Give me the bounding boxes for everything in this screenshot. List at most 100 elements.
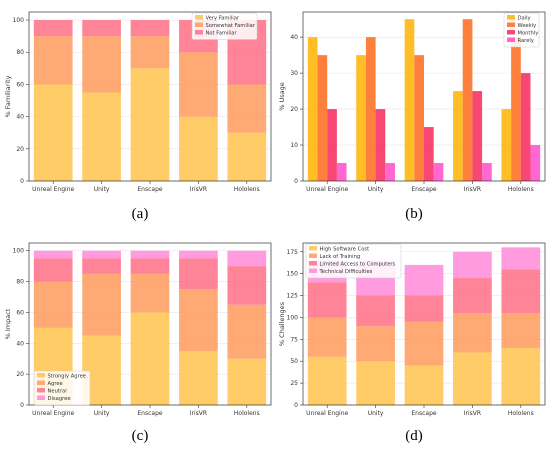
chart-panel-a: 0 20 40 60 80 100 Unreal Engine Unity Enscape Iri…	[4, 11, 272, 222]
bar	[520, 73, 531, 181]
bar-segment	[453, 251, 492, 279]
y-axis-label: % Impact	[4, 308, 12, 339]
x-tick-label: IrisVR	[190, 186, 207, 193]
bar-segment	[82, 250, 121, 259]
y-tick-label: 40	[16, 340, 24, 347]
y-tick-label: 60	[16, 309, 24, 316]
bar-segment	[356, 361, 395, 405]
bar	[375, 109, 386, 181]
x-tick-label: Enscape	[411, 186, 437, 193]
bar-segment	[501, 313, 541, 349]
bar-segment	[130, 68, 170, 181]
bar	[501, 109, 512, 181]
legend-label: Technical Difficulties	[319, 269, 373, 275]
legend-label: Strongly Agree	[48, 373, 87, 379]
panel-label: (d)	[405, 428, 423, 444]
y-tick-label: 40	[16, 114, 24, 121]
x-tick-label: Enscape	[137, 186, 163, 193]
bar	[404, 19, 415, 181]
bar-segment	[33, 36, 73, 85]
x-tick-label: Unity	[368, 186, 384, 193]
y-tick-label: 25	[290, 380, 298, 387]
y-tick-label: 75	[290, 336, 298, 343]
y-tick-label: 20	[290, 106, 298, 113]
bar	[530, 145, 541, 181]
x-tick-label: Enscape	[411, 410, 437, 417]
bar-segment	[501, 348, 541, 405]
x-tick-label: IrisVR	[464, 186, 481, 193]
legend-label: Not Familiar	[206, 30, 238, 36]
y-tick-label: 175	[287, 249, 299, 256]
bar-segment	[130, 20, 170, 37]
legend-swatch	[309, 268, 317, 273]
chart-panel-d: 0 25 50 75 100 125 150 175 Unreal Engine Unity Ens…	[278, 242, 546, 444]
bar-segment	[227, 84, 267, 133]
legend-box	[191, 12, 258, 40]
x-tick-label: IrisVR	[464, 410, 481, 417]
legend-label: High Software Cost	[320, 246, 370, 252]
legend-label: Neutral	[48, 388, 67, 394]
bar-segment	[227, 266, 267, 305]
bar-segment	[82, 273, 121, 336]
bar	[385, 163, 395, 181]
bar-segment	[179, 52, 218, 117]
x-tick-label: Hololens	[508, 410, 534, 417]
x-tick-label: Unity	[368, 410, 384, 417]
y-tick-label: 20	[16, 146, 24, 153]
bar-segment	[130, 250, 170, 259]
x-tick-label: IrisVR	[190, 410, 207, 417]
legend-label: Daily	[518, 15, 531, 21]
bar-segment	[179, 351, 218, 405]
bar	[453, 91, 463, 181]
legend-box	[305, 243, 402, 279]
x-tick-label: Hololens	[234, 186, 260, 193]
bar	[365, 37, 376, 181]
y-tick-label: 0	[294, 402, 298, 409]
plot-frame	[28, 11, 272, 182]
legend-swatch	[195, 15, 203, 20]
bar	[462, 19, 473, 181]
bar	[307, 37, 318, 181]
bar	[317, 55, 328, 181]
y-tick-label: 80	[16, 49, 24, 56]
legend-swatch	[309, 261, 317, 266]
y-tick-label: 10	[290, 142, 298, 149]
bar	[336, 163, 347, 181]
bar-segment	[33, 250, 73, 259]
bar-segment	[130, 312, 170, 405]
bar	[511, 37, 521, 181]
legend-label: Lack of Training	[320, 254, 361, 260]
y-tick-label: 100	[287, 314, 299, 321]
bar-segment	[404, 295, 444, 322]
bar-segment	[227, 250, 267, 267]
legend-label: Very Familiar	[206, 15, 240, 21]
legend: High Software Cost Lack of TrainingLimite…	[305, 243, 402, 279]
x-tick-label: Unreal Engine	[306, 186, 348, 193]
bar	[356, 55, 366, 181]
chart-panel-b: 0 10 20 30 40 Unreal Engine Unity Enscape IrisVR…	[278, 11, 546, 222]
x-tick-label: Hololens	[234, 410, 260, 417]
x-tick-label: Enscape	[137, 410, 163, 417]
y-tick-label: 125	[287, 293, 299, 300]
bar-segment	[179, 289, 218, 351]
legend-swatch	[309, 246, 317, 251]
legend-swatch	[507, 15, 515, 20]
bar-segment	[404, 365, 444, 405]
bar-segment	[227, 304, 267, 359]
y-tick-label: 150	[287, 271, 299, 278]
bar-segment	[82, 36, 121, 93]
bar-segment	[404, 321, 444, 366]
bar-segment	[453, 278, 492, 314]
chart-panel-c: 0 20 40 60 80 100 Unreal Engine Unity Enscape Iri…	[4, 242, 272, 444]
bar-segment	[179, 116, 218, 181]
bar	[414, 55, 424, 181]
bar-segment	[33, 258, 73, 282]
bar-segment	[227, 132, 267, 181]
y-tick-label: 0	[20, 178, 24, 185]
bar-segment	[501, 269, 541, 314]
legend-swatch	[507, 22, 515, 27]
y-tick-label: 100	[13, 17, 25, 24]
